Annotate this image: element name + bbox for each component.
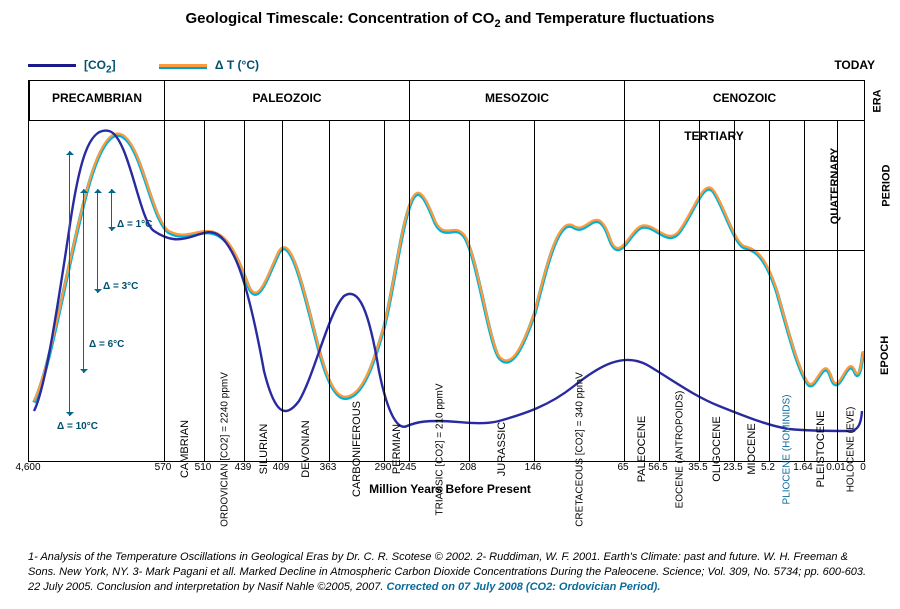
x-tick: 5.2 [761,462,775,473]
tertiary-label: TERTIARY [624,129,804,143]
x-tick: 439 [235,462,252,473]
x-tick: 570 [155,462,172,473]
delta-arrow [111,189,112,231]
period-col: MIOCENE [734,121,769,461]
x-tick: 4,600 [15,462,40,473]
period-col: PALEOCENE [624,121,659,461]
delta-label: Δ = 10°C [57,421,98,432]
x-tick: 1.64 [793,462,812,473]
axis-label-period: PERIOD [866,121,886,250]
delta-label: Δ = 3°C [103,281,138,292]
caption: 1- Analysis of the Temperature Oscillati… [28,550,872,595]
x-tick: 0.01 [826,462,845,473]
x-tick: 0 [860,462,866,473]
x-tick: 23.5 [723,462,742,473]
x-tick: 245 [400,462,417,473]
today-label: TODAY [834,58,875,72]
period-col: CAMBRIAN [164,121,204,461]
legend-label-dt: Δ T (°C) [215,58,259,72]
period-col: JURASSIC [469,121,534,461]
x-tick: 35.5 [688,462,707,473]
geological-timescale-chart: { "title_html": "Geological Timescale: C… [0,0,900,609]
x-tick: 146 [525,462,542,473]
period-col: TRIASSIC [CO2] = 210 ppmV [409,121,469,461]
delta-arrow [97,189,98,293]
quaternary-label: QUATERNARY [829,147,841,223]
x-tick: 290 [375,462,392,473]
period-col: SILURIAN [244,121,282,461]
axis-label-epoch: EPOCH [866,250,886,461]
legend-key-co2 [28,64,76,67]
chart-title: Geological Timescale: Concentration of C… [0,10,900,30]
axis-label-era: ERA [866,81,886,121]
period-col: ORDOVICIAN [CO2] = 2240 ppmV [204,121,244,461]
legend: [CO2] Δ T (°C) [28,58,299,75]
delta-arrow [69,151,70,416]
delta-label: Δ = 1°C [117,219,152,230]
x-tick: 56.5 [648,462,667,473]
chart-area: PRECAMBRIANPALEOZOICMESOZOICCENOZOIC ERA… [28,80,865,462]
period-col: PLIOCENE (HOMINIDS) [769,121,804,461]
delta-label: Δ = 6°C [89,339,124,350]
x-axis-label: Million Years Before Present [0,482,900,496]
period-columns: CAMBRIANORDOVICIAN [CO2] = 2240 ppmVSILU… [29,121,864,461]
period-col: PERMIAN [384,121,409,461]
x-tick: 65 [617,462,628,473]
x-tick: 409 [273,462,290,473]
period-label: ORDOVICIAN [CO2] = 2240 ppmV [219,372,230,527]
period-label: CRETACEOUS [CO2] = 340 ppmV [574,372,585,527]
period-col: CARBONIFEROUS [329,121,384,461]
legend-label-co2: [CO2] [84,58,116,72]
x-tick: 208 [460,462,477,473]
x-tick: 510 [195,462,212,473]
period-col: OLIGOCENE [699,121,734,461]
period-col: DEVONIAN [282,121,329,461]
x-tick: 363 [320,462,337,473]
period-col: EOCENE (ANTROPOIDS) [659,121,699,461]
delta-arrow [83,189,84,373]
x-ticks: 0651462082452903634094395105704,60056.53… [28,462,863,480]
period-col: CRETACEOUS [CO2] = 340 ppmV [534,121,624,461]
legend-key-dt [159,64,207,67]
